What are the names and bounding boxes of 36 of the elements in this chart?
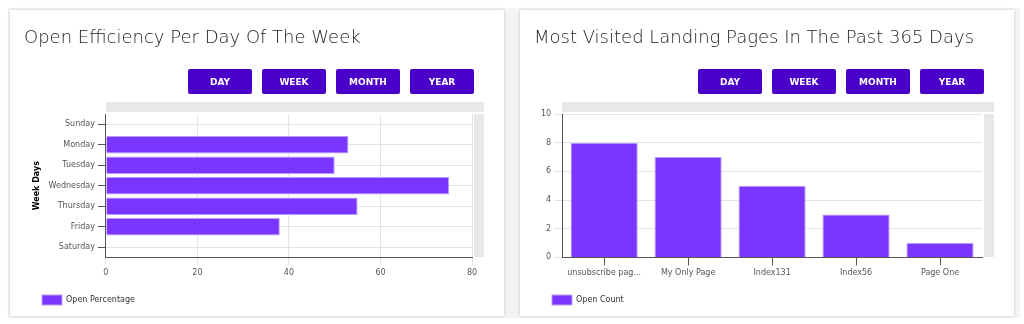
y-tick-label: 4: [546, 195, 552, 205]
text: MONTH: [846, 69, 910, 94]
y-tick-label: 0: [546, 252, 552, 262]
legend-label: Open Count: [576, 295, 624, 305]
y-tick-label: Friday: [70, 221, 96, 231]
y-tick-label: 2: [546, 223, 552, 233]
x-tick-label: Index56: [839, 268, 873, 278]
text: YEAR: [410, 69, 474, 94]
y-tick-label: 6: [546, 166, 552, 176]
y-tick-label: Sunday: [64, 119, 96, 129]
y-tick-label: 10: [540, 109, 552, 119]
legend-label: Open Percentage: [66, 295, 135, 305]
x-tick-label: 80: [466, 268, 478, 278]
text: DAY: [188, 69, 252, 94]
x-tick-label: 20: [192, 268, 203, 278]
x-tick-label: 40: [283, 268, 295, 278]
y-tick-label: 8: [546, 137, 552, 147]
x-tick-label: 0: [103, 268, 109, 278]
y-tick-label: Thursday: [56, 201, 96, 211]
chart-title: Most Visited Landing Pages In The Past 365 Days: [534, 26, 975, 47]
y-tick-label: Wednesday: [48, 180, 96, 190]
x-tick-label: Index131: [753, 268, 791, 278]
text: MONTH: [336, 69, 400, 94]
x-tick-label: My Only Page: [660, 268, 716, 278]
chart-title: Open Efficiency Per Day Of The Week: [24, 26, 361, 47]
y-axis-title: Week Days: [31, 160, 41, 211]
text: WEEK: [772, 69, 836, 94]
x-tick-label: Page One: [920, 268, 960, 278]
y-tick-label: Monday: [63, 139, 96, 149]
y-tick-label: Tuesday: [61, 160, 96, 170]
text: YEAR: [920, 69, 984, 94]
text: WEEK: [262, 69, 326, 94]
y-tick-label: Saturday: [58, 242, 96, 252]
x-tick-label: 60: [375, 268, 386, 278]
x-tick-label: unsubscribe pag...: [567, 268, 642, 278]
text: DAY: [698, 69, 762, 94]
